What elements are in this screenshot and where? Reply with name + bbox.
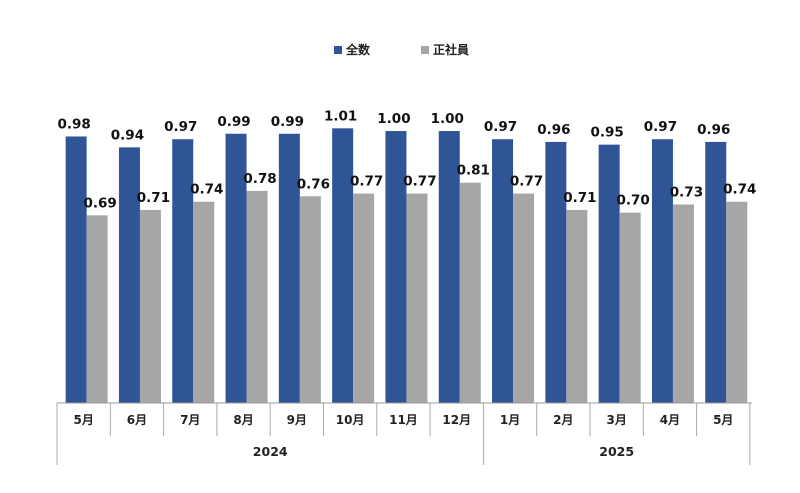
- bar-total-1: [118, 147, 140, 403]
- bar-regular-9: [566, 209, 588, 403]
- data-label-regular-7: 0.81: [457, 163, 490, 179]
- bar-regular-1: [139, 209, 161, 403]
- data-label-total-8: 0.97: [484, 119, 517, 135]
- data-label-regular-3: 0.78: [243, 171, 276, 187]
- tick-label-8: 1月: [500, 413, 520, 427]
- tick-label-11: 4月: [660, 413, 680, 427]
- data-label-total-5: 1.01: [324, 108, 357, 124]
- legend-label-1: 正社員: [433, 42, 469, 57]
- tick-label-9: 2月: [553, 413, 573, 427]
- x-axis: 5月 6月 7月 8月 9月 10月 11月 12月 1月 2月 3月 4月 5月 2024 2025: [56, 402, 752, 465]
- bar-total-3: [225, 133, 247, 403]
- bar-total-12: [705, 141, 727, 403]
- bar-regular-4: [299, 196, 321, 403]
- tick-label-2: 7月: [180, 413, 200, 427]
- bar-regular-11: [672, 204, 694, 403]
- bar-total-11: [651, 139, 673, 403]
- data-label-regular-0: 0.69: [83, 195, 116, 211]
- bar-total-6: [385, 131, 407, 403]
- data-label-regular-6: 0.77: [403, 174, 436, 190]
- data-label-regular-12: 0.74: [723, 182, 756, 198]
- data-label-total-1: 0.94: [111, 127, 144, 143]
- data-label-regular-11: 0.73: [670, 184, 703, 200]
- bar-regular-2: [193, 201, 215, 403]
- data-label-regular-10: 0.70: [616, 193, 649, 209]
- data-label-total-7: 1.00: [431, 111, 464, 127]
- legend-swatch-1: [421, 46, 429, 54]
- tick-label-6: 11月: [389, 413, 418, 427]
- tick-label-7: 12月: [442, 413, 471, 427]
- tick-label-12: 5月: [713, 413, 733, 427]
- data-label-total-6: 1.00: [377, 111, 410, 127]
- data-label-total-4: 0.99: [271, 114, 304, 130]
- legend-label-0: 全数: [345, 42, 371, 57]
- bars: [65, 128, 748, 404]
- data-label-total-10: 0.95: [590, 125, 623, 141]
- bar-total-9: [545, 141, 567, 403]
- legend: 全数 正社員: [334, 42, 469, 57]
- legend-swatch-0: [334, 46, 342, 54]
- tick-label-10: 3月: [606, 413, 626, 427]
- tick-label-3: 8月: [233, 413, 253, 427]
- bar-regular-10: [619, 212, 641, 403]
- bar-total-8: [492, 139, 514, 403]
- year-label-2025: 2025: [599, 444, 634, 459]
- bar-regular-12: [726, 201, 748, 403]
- bar-total-5: [332, 128, 354, 404]
- bar-regular-6: [406, 193, 428, 403]
- tick-label-1: 6月: [127, 413, 147, 427]
- data-label-total-2: 0.97: [164, 119, 197, 135]
- bar-total-4: [278, 133, 300, 403]
- data-label-total-12: 0.96: [697, 122, 730, 138]
- data-label-total-11: 0.97: [644, 119, 677, 135]
- bar-regular-7: [459, 182, 481, 403]
- data-label-regular-1: 0.71: [137, 190, 170, 206]
- bar-total-0: [65, 136, 87, 404]
- data-labels: 0.98 0.94 0.97 0.99 0.99 1.01 1.00 1.00 0.97 0.96…: [57, 108, 756, 211]
- data-label-regular-4: 0.76: [297, 176, 330, 192]
- bar-regular-8: [513, 193, 535, 403]
- tick-label-0: 5月: [73, 413, 93, 427]
- bar-regular-5: [353, 193, 375, 403]
- data-label-total-9: 0.96: [537, 122, 570, 138]
- tick-label-4: 9月: [287, 413, 307, 427]
- data-label-total-3: 0.99: [217, 114, 250, 130]
- data-label-regular-9: 0.71: [563, 190, 596, 206]
- tick-label-5: 10月: [336, 413, 365, 427]
- bar-total-2: [172, 139, 194, 403]
- data-label-total-0: 0.98: [57, 116, 90, 132]
- bar-regular-3: [246, 190, 268, 403]
- data-label-regular-8: 0.77: [510, 174, 543, 190]
- year-label-2024: 2024: [253, 444, 288, 459]
- data-label-regular-5: 0.77: [350, 174, 383, 190]
- bar-regular-0: [86, 215, 108, 403]
- bar-total-10: [598, 144, 620, 404]
- data-label-regular-2: 0.74: [190, 182, 223, 198]
- bar-total-7: [438, 131, 460, 403]
